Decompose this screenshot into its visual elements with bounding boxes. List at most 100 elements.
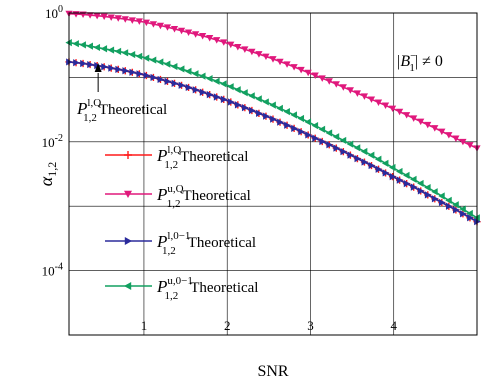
marker-point xyxy=(333,144,340,152)
arrow-label-sup: l,Q xyxy=(87,97,101,109)
grid-lines xyxy=(69,13,477,335)
marker-point xyxy=(241,104,249,112)
marker-point xyxy=(459,205,466,213)
marker-point xyxy=(256,109,263,117)
marker-point xyxy=(346,140,354,148)
marker-point xyxy=(297,114,305,123)
marker-point xyxy=(325,129,333,137)
marker-point xyxy=(241,89,248,97)
x-tick-label: 1 xyxy=(141,318,148,333)
marker-point xyxy=(410,183,418,191)
marker-point xyxy=(206,75,213,83)
marker-point xyxy=(388,105,397,113)
marker-point xyxy=(374,155,382,163)
marker-point xyxy=(381,159,389,167)
marker-point xyxy=(431,125,439,132)
y-axis-subscript: 1,2 xyxy=(45,162,59,177)
y-tick-label: 100 xyxy=(45,4,63,21)
marker-point xyxy=(382,169,390,177)
marker-point xyxy=(248,48,256,56)
marker-point xyxy=(417,179,424,188)
marker-point xyxy=(438,128,446,136)
marker-point xyxy=(199,88,207,96)
marker-point xyxy=(396,108,404,116)
marker-point xyxy=(93,43,101,52)
arrow-label-symbol: P xyxy=(76,99,87,118)
marker-point xyxy=(107,46,115,54)
marker-point xyxy=(192,70,199,78)
marker-point xyxy=(269,56,277,63)
marker-point xyxy=(339,84,347,91)
marker-point xyxy=(445,202,453,210)
marker-point xyxy=(142,19,150,27)
arrow-label: Pl,Q 1,2 Theoretical xyxy=(76,97,167,124)
y-tick-base: 10 xyxy=(42,135,55,150)
marker-point xyxy=(269,101,276,109)
marker-point xyxy=(80,59,87,68)
marker-point xyxy=(396,176,404,184)
annotation-tail: | ≠ 0 xyxy=(415,53,443,70)
marker-point xyxy=(124,151,132,159)
marker-point xyxy=(100,45,108,53)
marker-point xyxy=(417,187,425,195)
marker-point xyxy=(213,77,220,85)
marker-point xyxy=(124,190,132,198)
marker-point xyxy=(121,16,129,23)
marker-point xyxy=(431,188,438,196)
x-axis-label: SNR xyxy=(257,363,288,380)
marker-point xyxy=(234,86,241,94)
marker-point xyxy=(108,64,115,72)
marker-point xyxy=(255,51,263,58)
marker-point xyxy=(227,83,234,91)
marker-point xyxy=(452,135,460,143)
marker-point xyxy=(149,21,158,28)
marker-point xyxy=(73,59,80,67)
series-line xyxy=(68,12,478,149)
marker-point xyxy=(417,118,425,126)
marker-point xyxy=(227,41,235,49)
marker-point xyxy=(124,282,132,290)
marker-point xyxy=(79,41,86,49)
marker-point xyxy=(459,138,467,146)
marker-point xyxy=(445,132,453,139)
marker-point xyxy=(297,66,305,74)
marker-point xyxy=(270,115,277,123)
marker-point xyxy=(249,106,256,115)
marker-point xyxy=(122,67,129,75)
marker-point xyxy=(284,121,291,129)
marker-point xyxy=(171,79,179,87)
marker-point xyxy=(156,58,164,66)
legend-sup: u,0−1 xyxy=(167,275,192,287)
marker-point xyxy=(396,167,403,176)
marker-point xyxy=(213,93,221,101)
annotation-symbol: |B xyxy=(396,53,410,70)
marker-point xyxy=(135,52,143,60)
marker-point xyxy=(452,201,459,209)
marker-point xyxy=(87,60,94,69)
legend-sub: 1,2 xyxy=(164,159,178,171)
marker-point xyxy=(248,92,255,100)
marker-point xyxy=(318,125,326,133)
marker-point xyxy=(142,54,150,62)
marker-point xyxy=(136,70,143,78)
marker-point xyxy=(128,17,136,24)
marker-point xyxy=(368,161,376,170)
x-tick-label: 4 xyxy=(390,318,397,333)
marker-point xyxy=(424,121,432,129)
marker-point xyxy=(354,154,362,163)
marker-point xyxy=(298,128,305,136)
marker-point xyxy=(93,12,101,20)
marker-point xyxy=(115,65,122,74)
annotation-sup: − xyxy=(410,50,416,62)
annotation-sub: 1 xyxy=(409,62,415,74)
marker-point xyxy=(283,108,290,116)
marker-point xyxy=(438,198,446,207)
marker-point xyxy=(339,136,347,145)
marker-point xyxy=(340,148,347,156)
marker-point xyxy=(467,214,474,222)
marker-point xyxy=(346,87,354,94)
marker-point xyxy=(283,61,291,68)
legend-tail: Theoretical xyxy=(180,149,248,165)
